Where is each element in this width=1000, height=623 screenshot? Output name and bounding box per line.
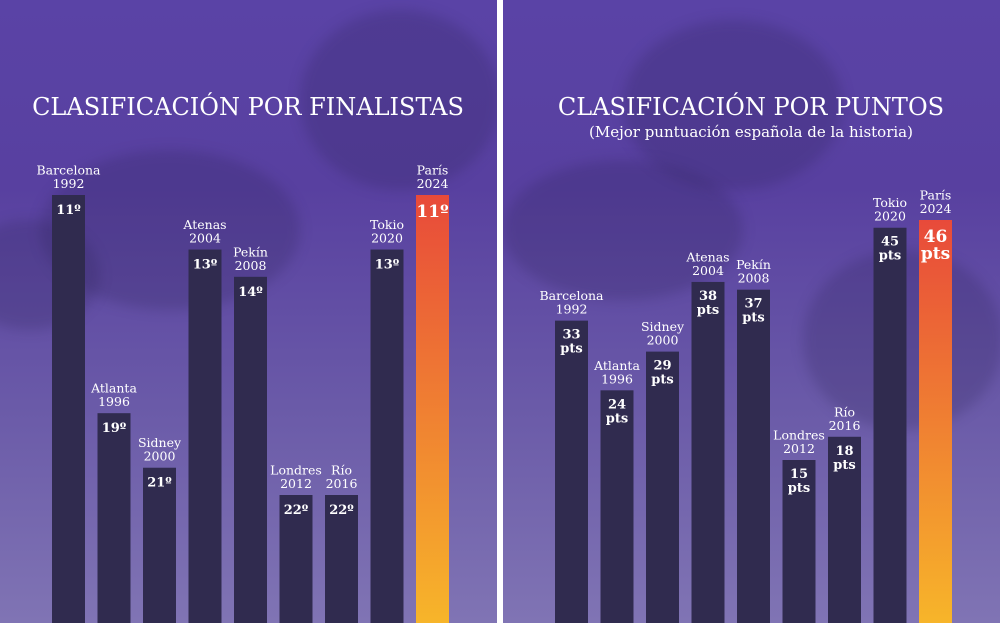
value-label: pts [697,303,719,318]
category-label: 2004 [692,263,724,278]
category-label: 2004 [189,231,221,246]
category-label: Barcelona [36,163,101,178]
value-label: pts [921,244,950,264]
category-label: Atlanta [90,381,137,396]
category-label: 2016 [326,476,358,491]
bar-parís [416,195,449,623]
category-label: 1996 [98,394,130,409]
value-label: pts [560,342,582,357]
category-label: Atlanta [593,358,640,373]
category-label: Atenas [182,217,226,232]
value-label: pts [879,249,901,264]
value-label: 29 [653,359,671,374]
category-label: Pekín [233,244,268,259]
category-label: 1992 [53,176,85,191]
value-label: 18 [835,444,853,459]
bar-barcelona [52,195,85,623]
value-label: 45 [881,235,899,250]
category-label: Pekín [736,257,771,272]
bar-tokio [873,227,907,623]
points-panel: CLASIFICACIÓN POR PUNTOS (Mejor puntuació… [503,0,1000,623]
bar-barcelona [555,320,588,623]
category-label: 2000 [144,449,176,464]
value-label: 38 [699,289,717,304]
category-label: 1996 [601,371,633,386]
category-label: 2012 [280,476,312,491]
value-label: 37 [744,297,762,312]
value-label: 13º [193,258,218,273]
value-label: pts [606,411,628,426]
value-label: 22º [329,503,354,518]
value-label: 11º [416,202,448,222]
category-label: Londres [773,428,825,443]
bar-londres [782,460,816,623]
background-photo-shape [300,10,497,190]
bar-río [828,436,861,623]
value-label: 15 [790,467,808,482]
points-chart: CLASIFICACIÓN POR PUNTOS (Mejor puntuació… [539,92,952,623]
value-label: 11º [56,203,81,218]
finalists-panel: CLASIFICACIÓN POR FINALISTAS Barcelona 199… [0,0,497,623]
bar-atlanta [600,390,634,623]
value-label: 14º [238,285,263,300]
chart-title: CLASIFICACIÓN POR PUNTOS [558,92,944,121]
category-label: 2008 [235,258,267,273]
category-label: Atenas [685,249,729,264]
category-label: París [417,163,449,178]
value-label: 13º [375,258,400,273]
value-label: 19º [102,421,127,436]
bar-pekín [234,276,267,623]
category-label: 2012 [783,441,815,456]
category-label: 2000 [647,333,679,348]
bar-atenas [188,249,222,623]
category-label: Sidney [641,319,685,334]
category-label: 2008 [738,271,770,286]
category-label: 1992 [556,302,588,317]
value-label: 24 [608,397,626,412]
chart-title: CLASIFICACIÓN POR FINALISTAS [32,92,464,121]
category-label: París [920,188,952,203]
value-label: pts [651,373,673,388]
bar-londres [279,495,313,623]
bar-río [325,495,358,623]
category-label: 2020 [371,231,403,246]
value-label: 46 [924,227,948,247]
category-label: Río [331,463,352,478]
category-label: 2016 [829,418,861,433]
bar-atenas [691,281,725,623]
value-label: 33 [562,328,580,343]
category-label: Sidney [138,435,182,450]
category-label: Tokio [873,195,907,210]
category-label: 2024 [417,176,449,191]
bar-atlanta [97,413,131,623]
panel-divider [497,0,503,623]
value-label: 22º [284,503,309,518]
category-label: Río [834,404,855,419]
category-label: Londres [270,463,322,478]
bar-pekín [737,289,770,623]
value-label: pts [742,311,764,326]
background-photo-shape [503,160,743,300]
category-label: 2024 [920,201,952,216]
chart-subtitle: (Mejor puntuación española de la histori… [589,123,913,141]
bar-sidney [143,467,176,623]
category-label: Barcelona [539,288,604,303]
category-label: 2020 [874,209,906,224]
bar-sidney [646,351,679,623]
bar-parís [919,220,952,623]
value-label: pts [788,481,810,496]
category-label: Tokio [370,217,404,232]
finalists-chart: CLASIFICACIÓN POR FINALISTASBarcelona199… [32,92,464,623]
value-label: pts [833,458,855,473]
background-photo-shape [623,20,843,190]
bar-tokio [370,249,404,623]
value-label: 21º [147,476,172,491]
